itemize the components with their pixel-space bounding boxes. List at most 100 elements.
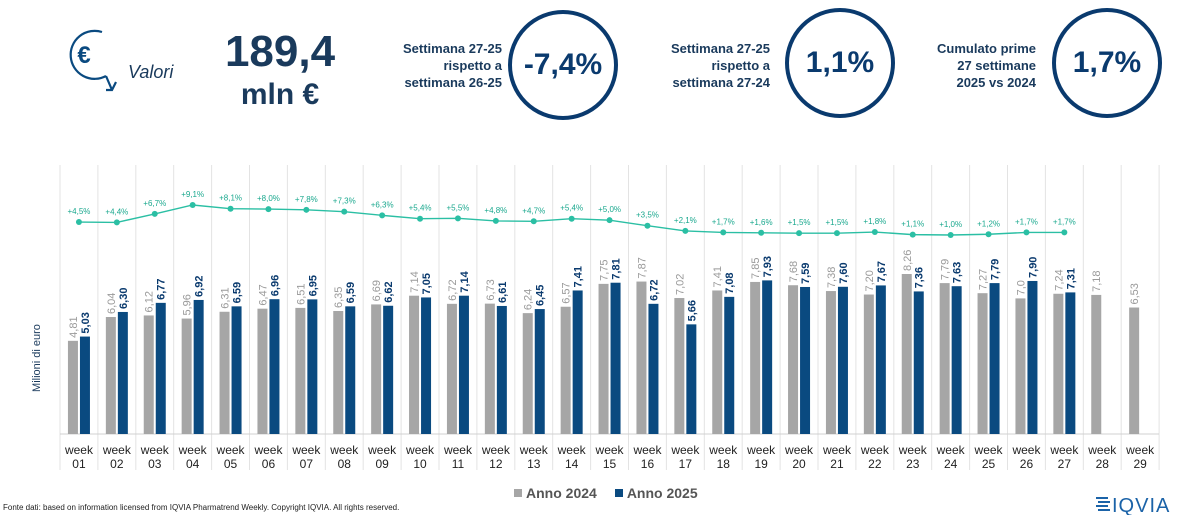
bar-2025	[610, 282, 621, 434]
growth-point	[682, 227, 689, 234]
data-label-2025: 6,59	[345, 282, 357, 303]
data-label-2025: 7,90	[1027, 257, 1039, 278]
bar-2024	[446, 303, 457, 434]
bar-2024	[750, 281, 761, 434]
data-label-2025: 7,93	[762, 256, 774, 277]
x-tick-label: week 01	[64, 443, 94, 471]
growth-label: +2,1%	[674, 216, 697, 225]
growth-point	[909, 231, 916, 238]
weekly-sales-chart: 4,81 6,04 6,12 5,96 6,31 6,47 6,51 6,35 6,69 7,14…	[59, 165, 1160, 471]
growth-point	[492, 217, 499, 224]
data-label-2024: 6,69	[371, 280, 383, 301]
bar-2025	[762, 280, 773, 434]
growth-point	[113, 219, 120, 226]
total-unit: mln €	[240, 78, 320, 111]
bar-2025	[458, 295, 469, 434]
growth-label: +1,2%	[977, 219, 1000, 228]
growth-label: +5,5%	[446, 203, 469, 212]
x-tick-label: week 14	[557, 443, 587, 471]
kpi-circle-cumulative: 1,7%	[1052, 8, 1162, 118]
growth-label: +6,3%	[371, 200, 394, 209]
bar-2024	[105, 317, 116, 434]
iqvia-logo: IQVIA	[1096, 495, 1170, 515]
x-tick-label: week 13	[519, 443, 549, 471]
bar-2025	[837, 286, 848, 434]
bar-2024	[1091, 294, 1102, 434]
logo-text: IQVIA	[1112, 495, 1170, 515]
growth-point	[796, 230, 803, 237]
data-label-2024: 8,26	[902, 250, 914, 271]
x-tick-label: week 04	[178, 443, 208, 471]
growth-label: +7,8%	[295, 195, 318, 204]
data-label-2025: 5,66	[686, 300, 698, 321]
data-label-2025: 7,36	[914, 267, 926, 288]
data-label-2024: 7,87	[636, 257, 648, 278]
data-label-2024: 7,68	[788, 261, 800, 282]
growth-label: +1,7%	[1053, 217, 1076, 226]
kpi-label-week-vs-prev: Settimana 27-25 rispetto a settimana 26-…	[403, 41, 502, 90]
x-tick-label: week 25	[974, 443, 1004, 471]
growth-label: +9,1%	[181, 190, 204, 199]
data-label-2024: 6,57	[561, 282, 573, 303]
data-label-2024: 6,73	[485, 279, 497, 300]
data-label-2024: 7,41	[712, 266, 724, 287]
growth-label: +1,5%	[825, 218, 848, 227]
growth-point	[985, 231, 992, 238]
bar-2025	[686, 324, 697, 434]
source-note: Fonte dati: based on information license…	[3, 503, 400, 512]
growth-label: +4,7%	[522, 206, 545, 215]
growth-point	[1061, 229, 1068, 236]
growth-label: +6,7%	[143, 199, 166, 208]
data-label-2025: 7,60	[838, 262, 850, 283]
bar-2025	[421, 297, 432, 434]
data-label-2024: 7,02	[674, 274, 686, 295]
data-label-2025: 6,45	[535, 285, 547, 306]
x-tick-label: week 07	[291, 443, 321, 471]
growth-label: +8,1%	[219, 194, 242, 203]
bar-2025	[117, 311, 128, 434]
data-label-2025: 7,79	[990, 259, 1002, 280]
data-label-2024: 6,12	[144, 291, 156, 312]
bar-2024	[674, 298, 685, 434]
x-tick-label: week 16	[632, 443, 662, 471]
growth-point	[871, 229, 878, 236]
growth-label: +4,5%	[67, 207, 90, 216]
bar-2024	[409, 295, 420, 434]
x-tick-label: week 18	[708, 443, 738, 471]
x-tick-label: week 12	[481, 443, 511, 471]
x-tick-label: week 10	[405, 443, 435, 471]
growth-label: +1,8%	[863, 217, 886, 226]
bar-2024	[295, 307, 306, 434]
x-tick-label: week 19	[746, 443, 776, 471]
bar-2025	[79, 336, 90, 434]
growth-point	[303, 206, 310, 213]
growth-point	[833, 230, 840, 237]
x-tick-label: week 15	[595, 443, 625, 471]
data-label-2024: 7,38	[826, 267, 838, 288]
valori-label: Valori	[128, 62, 174, 82]
growth-point	[454, 215, 461, 222]
x-tick-label: week 21	[822, 443, 852, 471]
x-tick-label: week 03	[140, 443, 170, 471]
data-label-2024: 7,27	[978, 269, 990, 290]
data-label-2025: 6,30	[118, 288, 130, 309]
svg-text:€: €	[77, 42, 90, 69]
growth-label: +5,0%	[598, 205, 621, 214]
bar-2024	[598, 283, 609, 434]
x-tick-label: week 11	[443, 443, 473, 471]
bar-2025	[193, 299, 204, 434]
bar-2024	[333, 310, 344, 434]
bar-2025	[989, 283, 1000, 434]
x-tick-label: week 28	[1087, 443, 1117, 471]
bar-2024	[1129, 307, 1140, 434]
growth-point	[720, 229, 727, 236]
growth-point	[341, 208, 348, 215]
growth-label: +4,4%	[105, 207, 128, 216]
legend-label-2025: Anno 2025	[626, 485, 698, 501]
data-label-2024: 6,35	[333, 287, 345, 308]
data-label-2025: 6,95	[307, 275, 319, 296]
growth-point	[947, 232, 954, 238]
growth-label: +1,0%	[939, 220, 962, 229]
x-tick-label: week 22	[860, 443, 890, 471]
data-label-2025: 7,67	[876, 261, 888, 282]
